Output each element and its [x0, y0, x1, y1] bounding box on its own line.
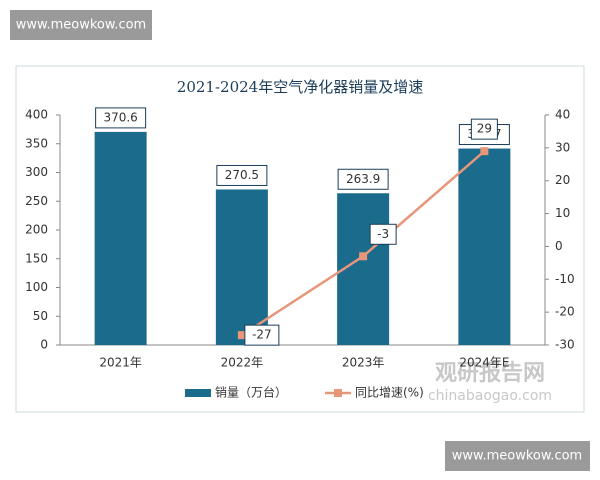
data-label-box	[337, 168, 389, 190]
data-label: 370.6	[103, 110, 137, 124]
y2-tick-label: 0	[555, 239, 563, 253]
x-tick-label: 2022年	[221, 356, 264, 370]
x-tick-label: 2023年	[342, 356, 385, 370]
data-label-box	[470, 118, 498, 140]
data-label: -27	[252, 328, 272, 342]
chart-title: 2021-2024年空气净化器销量及增速	[177, 78, 423, 96]
bar	[215, 189, 268, 345]
y2-tick-label: 10	[555, 206, 570, 220]
chart-frame	[15, 65, 585, 413]
data-label-box	[244, 324, 280, 346]
data-label: -3	[377, 227, 389, 241]
y-tick-label: 200	[25, 223, 48, 237]
line-marker	[237, 331, 246, 340]
y-tick-label: 250	[25, 194, 48, 208]
watermark: 观研报告网	[435, 361, 545, 386]
data-label-box	[95, 107, 147, 129]
y-tick-label: 150	[25, 251, 48, 265]
bar	[458, 148, 511, 345]
y2-tick-label: 30	[555, 140, 570, 154]
y2-tick-label: 20	[555, 173, 570, 187]
x-tick-label: 2024年E	[459, 356, 509, 370]
legend-swatch	[185, 389, 211, 397]
y-tick-label: 100	[25, 280, 48, 294]
legend-label: 同比增速(%)	[355, 386, 424, 400]
watermark-box	[10, 10, 152, 40]
line-marker	[359, 252, 368, 261]
bar	[337, 193, 390, 345]
watermark-box	[445, 441, 590, 471]
x-tick-label: 2021年	[99, 356, 142, 370]
data-label: 263.9	[346, 172, 380, 186]
data-label: 29	[477, 122, 492, 136]
watermark: chinabaogao.com	[428, 388, 552, 404]
y-tick-label: 0	[40, 338, 48, 352]
line-marker	[480, 147, 489, 156]
y2-tick-label: 40	[555, 108, 570, 122]
y-tick-label: 400	[25, 108, 48, 122]
legend-label: 销量（万台）	[215, 385, 287, 400]
y2-tick-label: -10	[555, 272, 575, 286]
data-label-box	[216, 164, 268, 186]
y2-tick-label: -30	[555, 338, 575, 352]
y-tick-label: 300	[25, 165, 48, 179]
watermark: www.meowkow.com	[16, 18, 146, 33]
y-tick-label: 50	[33, 309, 48, 323]
bar	[94, 131, 147, 345]
data-label: 270.5	[225, 168, 259, 182]
legend-swatch	[334, 389, 342, 397]
y2-tick-label: -20	[555, 305, 575, 319]
data-label-box	[369, 223, 397, 245]
y-tick-label: 350	[25, 136, 48, 150]
watermark: www.meowkow.com	[452, 449, 582, 464]
